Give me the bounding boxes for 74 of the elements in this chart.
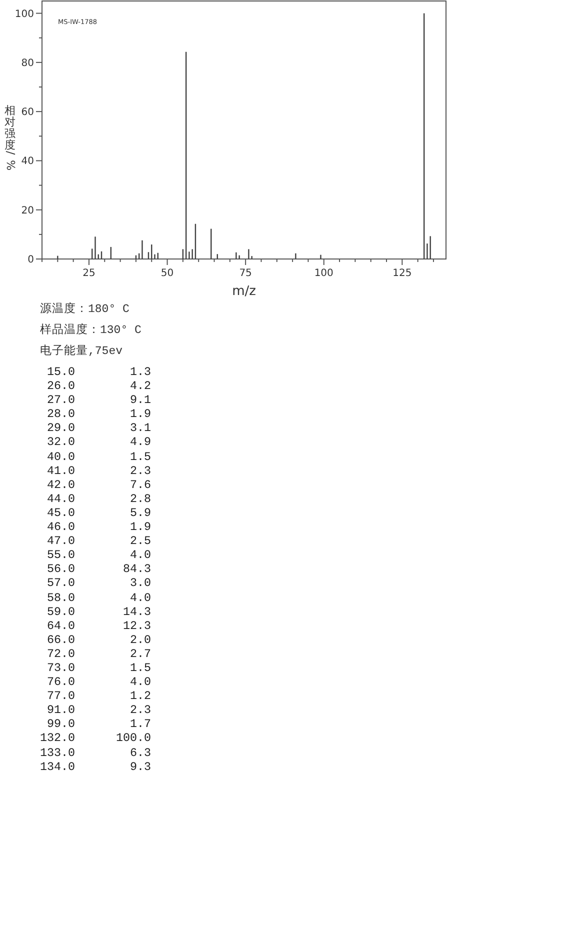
category-label: 59.0 — [46, 604, 76, 619]
category-label: 44.0 — [46, 492, 76, 506]
y-tick-label: 100 — [14, 8, 34, 20]
category-label: 58.0 — [46, 590, 76, 605]
text: 4.0 — [130, 590, 152, 604]
text: 6.3 — [130, 746, 152, 760]
category-label: 72.0 — [46, 646, 76, 661]
x-axis-title: m/z — [232, 284, 256, 299]
text: 5.9 — [130, 506, 152, 520]
text: 3.0 — [130, 576, 152, 590]
text: 4.0 — [130, 675, 152, 690]
x-tick-label: 75 — [239, 268, 252, 279]
text: 样品温度：130° C — [40, 322, 142, 337]
category-label: 132.0 — [40, 731, 76, 746]
text: 1.9 — [130, 407, 152, 422]
text: 1.2 — [130, 689, 152, 704]
y-tick-label: 0 — [28, 254, 34, 266]
category-label: 57.0 — [46, 576, 76, 590]
text: 2.3 — [130, 464, 152, 478]
text: 2.0 — [130, 632, 152, 647]
text: 2.3 — [130, 703, 152, 718]
text: 1.9 — [130, 520, 152, 534]
category-label: 76.0 — [46, 675, 76, 690]
y-tick-label: 80 — [21, 58, 34, 69]
text: 84.3 — [123, 562, 152, 576]
category-label: 26.0 — [46, 379, 76, 394]
x-tick-label: 50 — [160, 268, 174, 279]
text: 4.9 — [130, 435, 152, 450]
x-tick-label: 100 — [314, 268, 334, 279]
text: 9.3 — [130, 760, 152, 774]
category-label: 15.0 — [46, 365, 76, 380]
text: 1.5 — [130, 450, 152, 464]
category-label: 99.0 — [46, 717, 76, 732]
category-label: 134.0 — [40, 760, 76, 774]
text: 12.3 — [123, 618, 152, 633]
text: 电子能量,75ev — [40, 344, 123, 358]
category-label: 27.0 — [46, 393, 76, 408]
text: 1.3 — [130, 365, 152, 379]
category-label: 55.0 — [46, 548, 76, 562]
text: 1.5 — [130, 660, 152, 675]
text: 2.7 — [130, 646, 152, 661]
text: 源温度：180° C — [40, 301, 130, 316]
category-label: 64.0 — [46, 618, 76, 633]
category-label: 56.0 — [46, 562, 76, 576]
category-label: 77.0 — [46, 689, 76, 704]
y-axis-title: 相对强度/% — [4, 104, 17, 170]
x-tick-label: 125 — [392, 268, 412, 279]
category-label: 73.0 — [46, 660, 76, 676]
text: 2.8 — [130, 492, 152, 506]
category-label: 29.0 — [46, 421, 76, 436]
category-label: 46.0 — [46, 520, 76, 534]
category-label: 32.0 — [46, 435, 76, 450]
category-label: 45.0 — [46, 506, 76, 520]
text: 2.5 — [130, 534, 152, 548]
category-label: 66.0 — [46, 632, 76, 647]
category-label: 47.0 — [46, 534, 76, 548]
category-label: 40.0 — [46, 450, 76, 464]
x-tick-label: 25 — [82, 268, 96, 279]
text: 4.0 — [130, 548, 152, 562]
y-tick-label: 60 — [21, 107, 34, 118]
y-tick-label: 20 — [21, 205, 34, 216]
category-label: 28.0 — [46, 407, 76, 422]
y-tick-label: 40 — [21, 156, 34, 168]
text: 3.1 — [130, 421, 152, 436]
text: 7.6 — [130, 478, 152, 492]
category-label: 133.0 — [40, 746, 76, 760]
category-label: 42.0 — [46, 478, 76, 492]
category-label: 91.0 — [46, 703, 76, 718]
text: 9.1 — [130, 393, 152, 408]
text: 14.3 — [123, 604, 152, 619]
text: 100.0 — [116, 731, 152, 746]
text: 4.2 — [130, 379, 152, 394]
text: 1.7 — [130, 717, 152, 732]
category-label: 41.0 — [46, 464, 76, 478]
